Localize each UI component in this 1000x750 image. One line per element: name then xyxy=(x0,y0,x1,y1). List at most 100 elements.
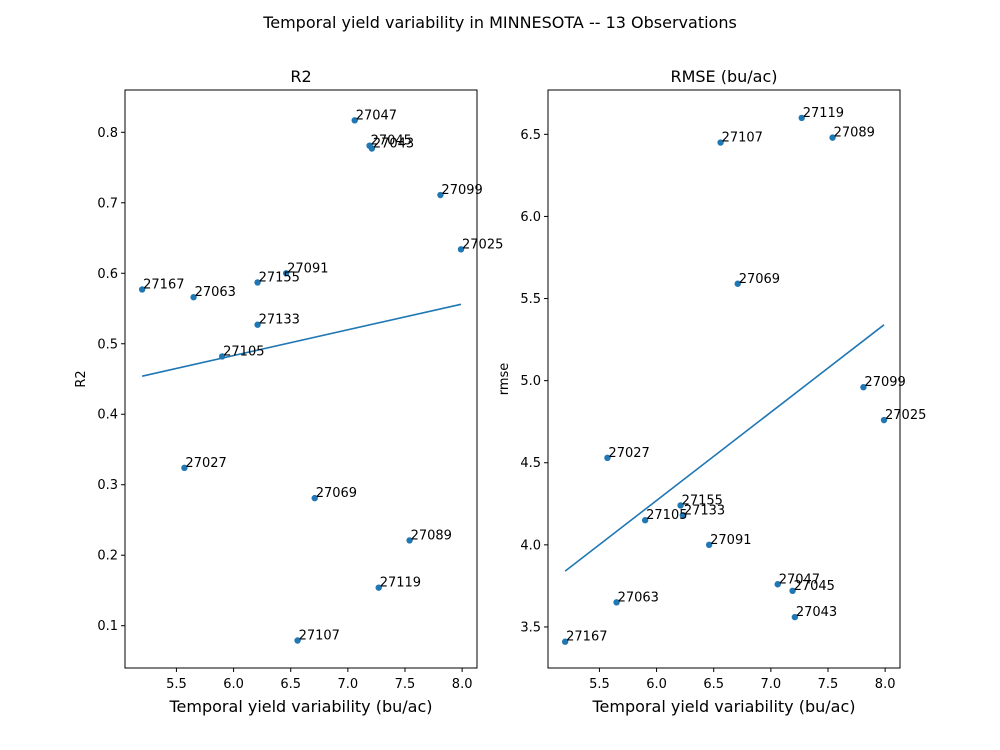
r2-x-tick-label: 6.5 xyxy=(280,677,301,692)
r2-point-27167 xyxy=(138,286,146,293)
rmse-y-tick-label: 5.5 xyxy=(520,292,541,307)
rmse-point-label: 27063 xyxy=(618,590,659,605)
rmse-point-27119 xyxy=(798,114,805,122)
r2-point-label: 27167 xyxy=(143,277,184,292)
r2-y-tick-label: 0.1 xyxy=(97,619,118,634)
r2-x-tick-label: 8.0 xyxy=(452,677,473,692)
rmse-x-tick-label: 5.5 xyxy=(589,677,610,692)
rmse-point-label: 27047 xyxy=(779,572,820,587)
figure-suptitle: Temporal yield variability in MINNESOTA … xyxy=(262,13,737,32)
r2-point-27043 xyxy=(368,145,376,152)
rmse-point-27089 xyxy=(829,134,836,141)
r2-point-label: 27107 xyxy=(299,629,340,644)
r2-y-tick-label: 0.3 xyxy=(97,478,118,493)
r2-point-label: 27089 xyxy=(411,528,452,543)
r2-y-tick-label: 0.4 xyxy=(97,408,118,423)
r2-y-axis-label: R2 xyxy=(74,370,89,387)
r2-point-27091 xyxy=(282,270,290,277)
rmse-point-label: 27105 xyxy=(646,508,687,523)
r2-point-label: 27155 xyxy=(259,270,300,285)
rmse-y-tick-label: 3.5 xyxy=(520,620,541,635)
rmse-point-27043 xyxy=(791,613,799,621)
rmse-y-axis-label: rmse xyxy=(497,363,512,396)
rmse-y-tick-label: 4.5 xyxy=(520,456,541,471)
rmse-point-27155 xyxy=(677,502,684,509)
rmse-point-label: 27107 xyxy=(722,131,763,146)
rmse-point-27107 xyxy=(717,139,724,146)
r2-point-27025 xyxy=(457,246,465,253)
rmse-x-tick-label: 7.5 xyxy=(818,677,839,692)
r2-x-tick-label: 7.0 xyxy=(338,677,359,692)
rmse-point-label: 27043 xyxy=(796,605,837,620)
rmse-x-axis-label: Temporal yield variability (bu/ac) xyxy=(592,697,856,716)
r2-point-27089 xyxy=(406,537,413,544)
rmse-point-27133 xyxy=(679,512,687,519)
r2-y-tick-label: 0.2 xyxy=(97,549,118,564)
r2-point-label: 27027 xyxy=(185,456,226,471)
r2-point-27069 xyxy=(311,494,318,502)
r2-point-27105 xyxy=(218,353,226,360)
rmse-point-27027 xyxy=(604,454,611,462)
rmse-point-27069 xyxy=(734,280,741,287)
r2-y-tick-label: 0.6 xyxy=(97,267,118,282)
r2-point-label: 27043 xyxy=(373,137,414,152)
rmse-point-27063 xyxy=(613,599,620,606)
rmse-y-tick-label: 6.5 xyxy=(520,128,541,143)
rmse-point-label: 27167 xyxy=(566,630,607,645)
r2-point-27063 xyxy=(190,294,197,301)
rmse-point-27167 xyxy=(561,638,569,645)
r2-point-27107 xyxy=(294,637,301,644)
rmse-point-label: 27069 xyxy=(739,272,780,287)
r2-point-27155 xyxy=(254,279,261,286)
rmse-point-label: 27045 xyxy=(794,579,835,594)
r2-point-label: 27025 xyxy=(462,237,503,252)
rmse-point-label: 27025 xyxy=(885,408,926,423)
rmse-point-27099 xyxy=(860,384,867,391)
rmse-plot-frame xyxy=(547,89,901,669)
rmse-y-tick-label: 4.0 xyxy=(520,538,541,553)
rmse-point-label: 27119 xyxy=(803,106,844,121)
r2-x-axis-label: Temporal yield variability (bu/ac) xyxy=(169,697,433,716)
rmse-x-tick-label: 6.5 xyxy=(703,677,724,692)
rmse-point-27105 xyxy=(641,517,649,524)
r2-point-label: 27133 xyxy=(259,313,300,328)
r2-point-label: 27119 xyxy=(380,576,421,591)
r2-y-tick-label: 0.7 xyxy=(97,196,118,211)
r2-y-tick-label: 0.8 xyxy=(97,126,118,141)
r2-point-label: 27069 xyxy=(316,486,357,501)
r2-point-label: 27105 xyxy=(223,344,264,359)
r2-plot-frame xyxy=(124,89,478,669)
r2-panel: R2 5.5 6.0 6.5 7.0 7.5 8.0 0.1 0.2 0.3 0.4 0.5 0.6 0.… xyxy=(74,67,503,716)
rmse-y-tick-label: 5.0 xyxy=(520,374,541,389)
rmse-point-label: 27027 xyxy=(608,446,649,461)
r2-point-label: 27047 xyxy=(356,108,397,123)
r2-x-tick-label: 7.5 xyxy=(395,677,416,692)
r2-x-tick-label: 5.5 xyxy=(166,677,187,692)
r2-point-27047 xyxy=(351,117,358,124)
rmse-panel: RMSE (bu/ac) 5.5 6.0 6.5 7.0 7.5 8.0 3.5 4.0 4.5 5… xyxy=(497,67,926,716)
rmse-x-tick-label: 7.0 xyxy=(761,677,782,692)
rmse-point-27091 xyxy=(705,541,713,549)
rmse-point-label: 27133 xyxy=(684,503,725,518)
r2-point-27027 xyxy=(181,464,188,472)
rmse-x-tick-label: 6.0 xyxy=(646,677,667,692)
rmse-y-tick-label: 6.0 xyxy=(520,210,541,225)
r2-fit-line xyxy=(141,303,462,377)
rmse-point-27025 xyxy=(880,416,888,424)
r2-y-tick-label: 0.5 xyxy=(97,337,118,352)
rmse-fit-line xyxy=(564,324,885,572)
r2-point-label: 27099 xyxy=(441,183,482,198)
r2-point-27099 xyxy=(437,191,444,199)
r2-panel-title: R2 xyxy=(290,67,311,86)
rmse-point-label: 27099 xyxy=(864,375,905,390)
r2-point-27133 xyxy=(254,321,261,328)
rmse-point-label: 27091 xyxy=(710,533,751,548)
r2-point-label: 27045 xyxy=(371,134,412,149)
rmse-panel-title: RMSE (bu/ac) xyxy=(670,67,777,86)
rmse-point-label: 27089 xyxy=(834,126,875,141)
r2-point-label: 27063 xyxy=(195,285,236,300)
r2-point-27119 xyxy=(375,584,382,591)
r2-point-label: 27091 xyxy=(287,261,328,276)
